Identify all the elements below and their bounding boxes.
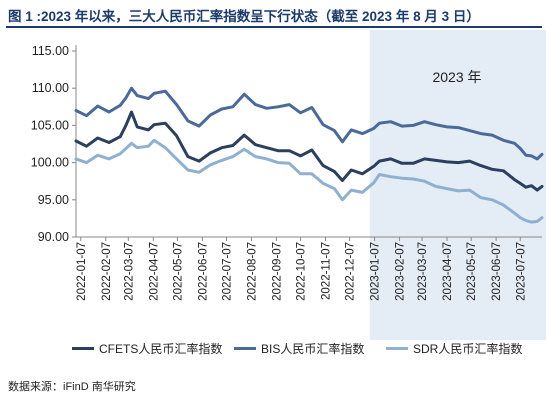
x-tick-label: 2022-01-07	[76, 242, 88, 301]
chart-series	[74, 86, 544, 224]
x-tick-label: 2022-05-07	[172, 242, 184, 301]
x-tick-label: 2022-12-07	[345, 242, 357, 301]
x-tick-label: 2023-03-07	[417, 242, 429, 301]
x-tick-label: 2022-04-07	[148, 242, 160, 301]
legend-label-bis: BIS人民币汇率指数	[261, 342, 365, 356]
legend-label-sdr: SDR人民币汇率指数	[413, 342, 523, 356]
x-tick-label: 2023-05-07	[466, 242, 478, 301]
x-tick-label: 2022-11-07	[320, 242, 332, 300]
series-line-sdr	[74, 138, 544, 224]
legend-swatch-cfets	[72, 347, 94, 350]
y-tick-label: 90.00	[38, 230, 69, 244]
line-chart: 90.00 95.00 100.00 105.00 110.00 115.00 2022-0…	[31, 30, 546, 340]
y-tick-label: 95.00	[38, 193, 69, 207]
legend-label-cfets: CFETS人民币汇率指数	[99, 342, 223, 356]
legend-item-sdr: SDR人民币汇率指数	[386, 340, 522, 357]
x-tick-label: 2022-03-07	[123, 242, 135, 301]
x-tick-label: 2022-06-07	[197, 242, 209, 301]
figure-title: 图 1 :2023 年以来，三大人民币汇率指数呈下行状态（截至 2023 年 8…	[8, 9, 480, 24]
chart-labels: 90.00 95.00 100.00 105.00 110.00 115.00 2022-0…	[31, 44, 528, 301]
annotation-2023: 2023 年	[432, 69, 481, 85]
x-tick-label: 2023-07-07	[515, 242, 527, 301]
y-tick-label: 110.00	[32, 81, 69, 95]
x-tick-label: 2023-06-07	[491, 242, 503, 301]
x-tick-label: 2023-01-07	[370, 242, 382, 301]
series-line-bis	[74, 86, 544, 161]
x-tick-label: 2022-10-07	[296, 242, 308, 301]
x-tick-label: 2022-07-07	[222, 242, 234, 301]
year-2023-highlight	[369, 30, 546, 340]
x-tick-label: 2023-04-07	[442, 242, 454, 301]
legend-item-cfets: CFETS人民币汇率指数	[72, 340, 222, 357]
chart-legend: CFETS人民币汇率指数 BIS人民币汇率指数 SDR人民币汇率指数	[0, 340, 546, 356]
title-rule	[6, 26, 542, 28]
x-tick-label: 2022-02-07	[101, 242, 113, 301]
legend-item-bis: BIS人民币汇率指数	[234, 340, 364, 357]
legend-swatch-sdr	[386, 347, 408, 350]
legend-swatch-bis	[234, 347, 256, 350]
x-tick-label: 2022-09-07	[271, 242, 283, 301]
x-tick-label: 2023-02-07	[395, 242, 407, 301]
y-tick-label: 115.00	[32, 44, 69, 58]
y-tick-label: 105.00	[31, 118, 69, 132]
data-source: 数据来源：iFinD 南华研究	[8, 381, 136, 393]
y-tick-label: 100.00	[31, 156, 69, 170]
series-line-cfets	[74, 110, 544, 192]
x-tick-label: 2022-08-07	[246, 242, 258, 301]
